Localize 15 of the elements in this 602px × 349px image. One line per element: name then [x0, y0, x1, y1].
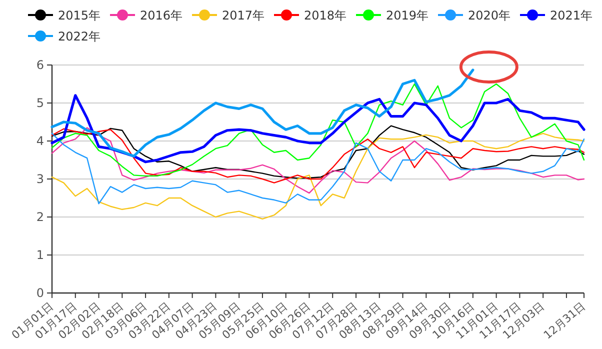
legend-label: 2020年 — [468, 8, 511, 22]
y-tick-label: 0 — [36, 286, 44, 300]
legend-label: 2016年 — [140, 8, 183, 22]
y-tick-label: 5 — [36, 96, 44, 110]
legend-label: 2015年 — [58, 8, 101, 22]
legend-label: 2019年 — [386, 8, 429, 22]
y-tick-label: 6 — [36, 58, 44, 72]
legend-label: 2022年 — [58, 30, 101, 44]
y-tick-label: 3 — [36, 172, 44, 186]
legend-label: 2021年 — [550, 8, 593, 22]
y-tick-label: 4 — [36, 134, 44, 148]
y-tick-label: 2 — [36, 210, 44, 224]
y-tick-label: 1 — [36, 248, 44, 262]
legend-label: 2017年 — [222, 8, 265, 22]
legend-label: 2018年 — [304, 8, 347, 22]
